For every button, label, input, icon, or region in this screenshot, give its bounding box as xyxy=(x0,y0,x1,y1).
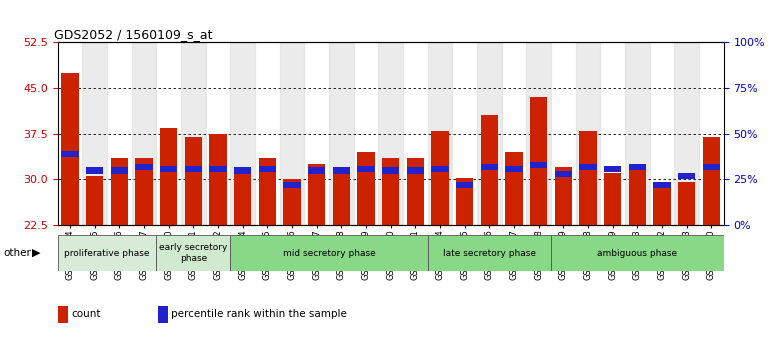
Bar xyxy=(407,158,424,225)
Text: proliferative phase: proliferative phase xyxy=(65,249,150,258)
Bar xyxy=(136,164,152,170)
Bar xyxy=(480,115,498,225)
Text: ▶: ▶ xyxy=(32,248,41,258)
Bar xyxy=(230,42,255,225)
Bar xyxy=(678,173,695,179)
Bar xyxy=(407,167,424,174)
Bar xyxy=(259,166,276,172)
Bar xyxy=(58,235,156,271)
Bar xyxy=(158,306,168,323)
Bar xyxy=(160,166,177,172)
Bar xyxy=(629,164,646,225)
Bar xyxy=(505,152,523,225)
Bar xyxy=(357,166,375,172)
Bar xyxy=(480,164,498,170)
Bar xyxy=(505,166,523,172)
Bar xyxy=(82,42,107,225)
Bar xyxy=(308,167,326,174)
Bar xyxy=(136,158,152,225)
Bar xyxy=(86,167,103,174)
Text: mid secretory phase: mid secretory phase xyxy=(283,249,376,258)
Bar xyxy=(477,42,502,225)
Bar xyxy=(209,133,226,225)
Bar xyxy=(580,164,597,170)
Bar xyxy=(283,182,301,188)
Bar xyxy=(654,188,671,225)
Bar xyxy=(431,166,449,172)
Bar xyxy=(382,158,400,225)
Bar xyxy=(181,42,206,225)
Bar xyxy=(456,182,474,188)
Bar xyxy=(62,73,79,225)
Bar xyxy=(675,42,699,225)
Bar xyxy=(555,171,572,177)
Bar xyxy=(604,173,621,225)
Text: ambiguous phase: ambiguous phase xyxy=(598,249,678,258)
Bar xyxy=(678,182,695,225)
Bar xyxy=(551,235,724,271)
Bar xyxy=(259,158,276,225)
Bar xyxy=(86,176,103,225)
Bar xyxy=(308,164,326,225)
Bar xyxy=(428,235,551,271)
Bar xyxy=(378,42,403,225)
Bar xyxy=(185,166,202,172)
Text: early secretory
phase: early secretory phase xyxy=(159,244,228,263)
Bar xyxy=(185,137,202,225)
Bar xyxy=(431,131,449,225)
Bar xyxy=(604,166,621,172)
Bar xyxy=(428,42,453,225)
Bar xyxy=(160,127,177,225)
Bar xyxy=(62,151,79,157)
Bar xyxy=(111,158,128,225)
Bar xyxy=(333,167,350,174)
Bar xyxy=(703,164,720,170)
Bar xyxy=(527,42,551,225)
Text: count: count xyxy=(71,309,101,319)
Bar xyxy=(230,235,428,271)
Bar xyxy=(703,137,720,225)
Bar xyxy=(111,167,128,174)
Bar xyxy=(629,164,646,170)
Bar xyxy=(654,182,671,188)
Text: GDS2052 / 1560109_s_at: GDS2052 / 1560109_s_at xyxy=(55,28,213,41)
Bar xyxy=(234,175,251,225)
Bar xyxy=(132,42,156,225)
Text: percentile rank within the sample: percentile rank within the sample xyxy=(171,309,346,319)
Bar xyxy=(58,306,68,323)
Bar xyxy=(531,97,547,225)
Bar xyxy=(456,178,474,225)
Text: late secretory phase: late secretory phase xyxy=(443,249,536,258)
Bar xyxy=(580,131,597,225)
Bar xyxy=(234,167,251,174)
Bar xyxy=(280,42,304,225)
Bar xyxy=(531,162,547,168)
Text: other: other xyxy=(4,248,32,258)
Bar xyxy=(333,173,350,225)
Bar xyxy=(209,166,226,172)
Bar xyxy=(156,235,230,271)
Bar xyxy=(576,42,601,225)
Bar xyxy=(625,42,650,225)
Bar xyxy=(555,167,572,225)
Bar xyxy=(357,152,375,225)
Bar xyxy=(283,179,301,225)
Bar xyxy=(329,42,353,225)
Bar xyxy=(382,167,400,174)
